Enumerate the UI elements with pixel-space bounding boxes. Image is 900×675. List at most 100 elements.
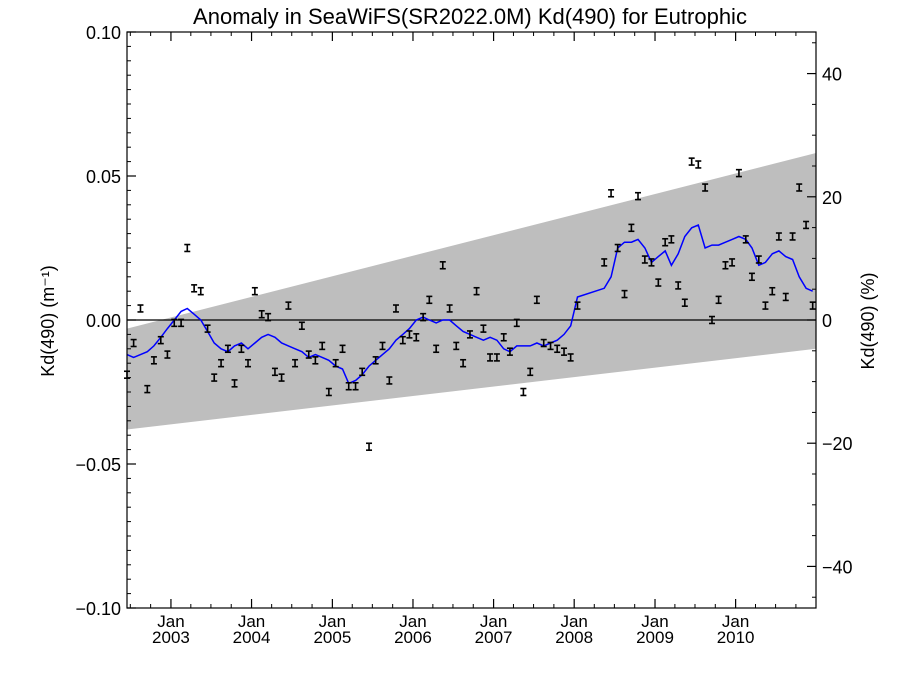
x-tick-month: Jan <box>238 612 265 631</box>
x-tick-month: Jan <box>722 612 749 631</box>
anomaly-point <box>608 189 615 198</box>
anomaly-point <box>157 335 164 345</box>
anomaly-point <box>460 358 467 368</box>
anomaly-point <box>722 261 729 270</box>
anomaly-point <box>332 358 339 368</box>
right-tick-label: −20 <box>822 434 853 454</box>
running-mean-line <box>126 223 814 385</box>
anomaly-point <box>265 312 272 322</box>
anomaly-point <box>681 298 688 307</box>
anomaly-point <box>506 347 513 356</box>
anomaly-point <box>748 272 755 282</box>
anomaly-point <box>446 304 453 313</box>
anomaly-point <box>150 356 157 365</box>
anomaly-point <box>715 295 722 305</box>
right-tick-label: −40 <box>822 557 853 577</box>
anomaly-point <box>339 344 346 354</box>
anomaly-point <box>171 318 178 328</box>
anomaly-point <box>621 289 628 299</box>
anomaly-point <box>809 301 816 310</box>
x-axis: Jan2003Jan2004Jan2005Jan2006Jan2007Jan20… <box>129 32 797 647</box>
left-y-axis: 0.10 0.05 0.00 −0.05 −0.10 <box>75 23 136 619</box>
x-tick-month: Jan <box>399 612 426 631</box>
anomaly-point <box>178 318 185 328</box>
anomaly-point <box>191 284 198 293</box>
anomaly-point <box>292 358 299 368</box>
anomaly-point <box>628 223 635 233</box>
anomaly-point <box>533 295 540 305</box>
anomaly-point <box>406 330 413 339</box>
anomaly-point <box>278 373 285 382</box>
anomaly-point <box>513 318 520 328</box>
anomaly-point <box>285 301 292 310</box>
anomaly-point <box>480 324 487 333</box>
right-tick-label: 40 <box>822 65 842 85</box>
anomaly-point <box>487 353 494 362</box>
anomaly-point <box>473 286 480 296</box>
anomaly-point <box>493 353 500 362</box>
right-tick-label: 0 <box>822 311 832 331</box>
anomaly-point <box>258 309 265 319</box>
anomaly-point <box>561 347 568 356</box>
anomaly-point <box>567 353 574 362</box>
y-axis-label-left: Kd(490) (m⁻¹) <box>38 265 58 377</box>
anomaly-point <box>668 235 675 244</box>
x-tick-month: Jan <box>157 612 184 631</box>
anomaly-point <box>137 304 144 313</box>
anomaly-point <box>426 295 433 305</box>
anomaly-point <box>218 358 225 368</box>
anomaly-point <box>420 312 427 322</box>
anomaly-point <box>399 335 406 345</box>
left-tick-label: −0.10 <box>75 599 121 619</box>
chart-title: Anomaly in SeaWiFS(SR2022.0M) Kd(490) fo… <box>193 4 747 29</box>
x-tick-year: 2006 <box>394 628 432 647</box>
anomaly-point <box>655 278 662 287</box>
anomaly-point <box>144 384 151 394</box>
anomaly-point <box>164 350 171 359</box>
uncertainty-band <box>127 152 816 430</box>
x-tick-year: 2009 <box>636 628 674 647</box>
anomaly-point <box>305 350 312 359</box>
anomaly-point <box>211 373 218 382</box>
anomaly-point <box>500 333 507 342</box>
right-tick-label: 20 <box>822 188 842 208</box>
anomaly-point <box>688 157 695 166</box>
x-tick-month: Jan <box>641 612 668 631</box>
anomaly-point <box>540 338 547 348</box>
anomaly-point <box>345 381 352 391</box>
anomaly-point <box>648 258 655 267</box>
x-tick-year: 2004 <box>233 628 271 647</box>
anomaly-point <box>803 220 810 230</box>
anomaly-point <box>635 191 642 201</box>
uncertainty-band-layer <box>127 152 816 430</box>
anomaly-point <box>197 286 204 296</box>
anomaly-point <box>702 183 709 192</box>
anomaly-point <box>641 255 648 264</box>
anomaly-point <box>662 237 669 247</box>
anomaly-point <box>245 358 252 368</box>
right-y-axis: 40 20 0 −20 −40 <box>807 42 853 598</box>
anomaly-point <box>433 344 440 354</box>
x-tick-month: Jan <box>480 612 507 631</box>
anomaly-point <box>708 315 715 325</box>
anomaly-point <box>520 387 527 397</box>
x-tick-year: 2005 <box>313 628 351 647</box>
anomaly-point <box>527 367 534 377</box>
anomaly-point <box>554 344 561 354</box>
left-tick-label: 0.05 <box>86 167 121 187</box>
anomaly-point <box>735 168 742 178</box>
anomaly-point <box>372 356 379 365</box>
anomaly-point <box>675 281 682 290</box>
anomaly-point <box>796 183 803 192</box>
anomaly-point <box>695 160 702 169</box>
anomaly-point <box>359 367 366 377</box>
anomaly-point <box>453 341 460 351</box>
anomaly-point <box>769 286 776 296</box>
anomaly-point <box>298 321 305 331</box>
anomaly-point <box>601 258 608 267</box>
anomaly-point <box>224 344 231 354</box>
x-tick-month: Jan <box>319 612 346 631</box>
x-tick-year: 2010 <box>717 628 755 647</box>
anomaly-point <box>574 301 581 310</box>
left-tick-label: 0.10 <box>86 23 121 43</box>
